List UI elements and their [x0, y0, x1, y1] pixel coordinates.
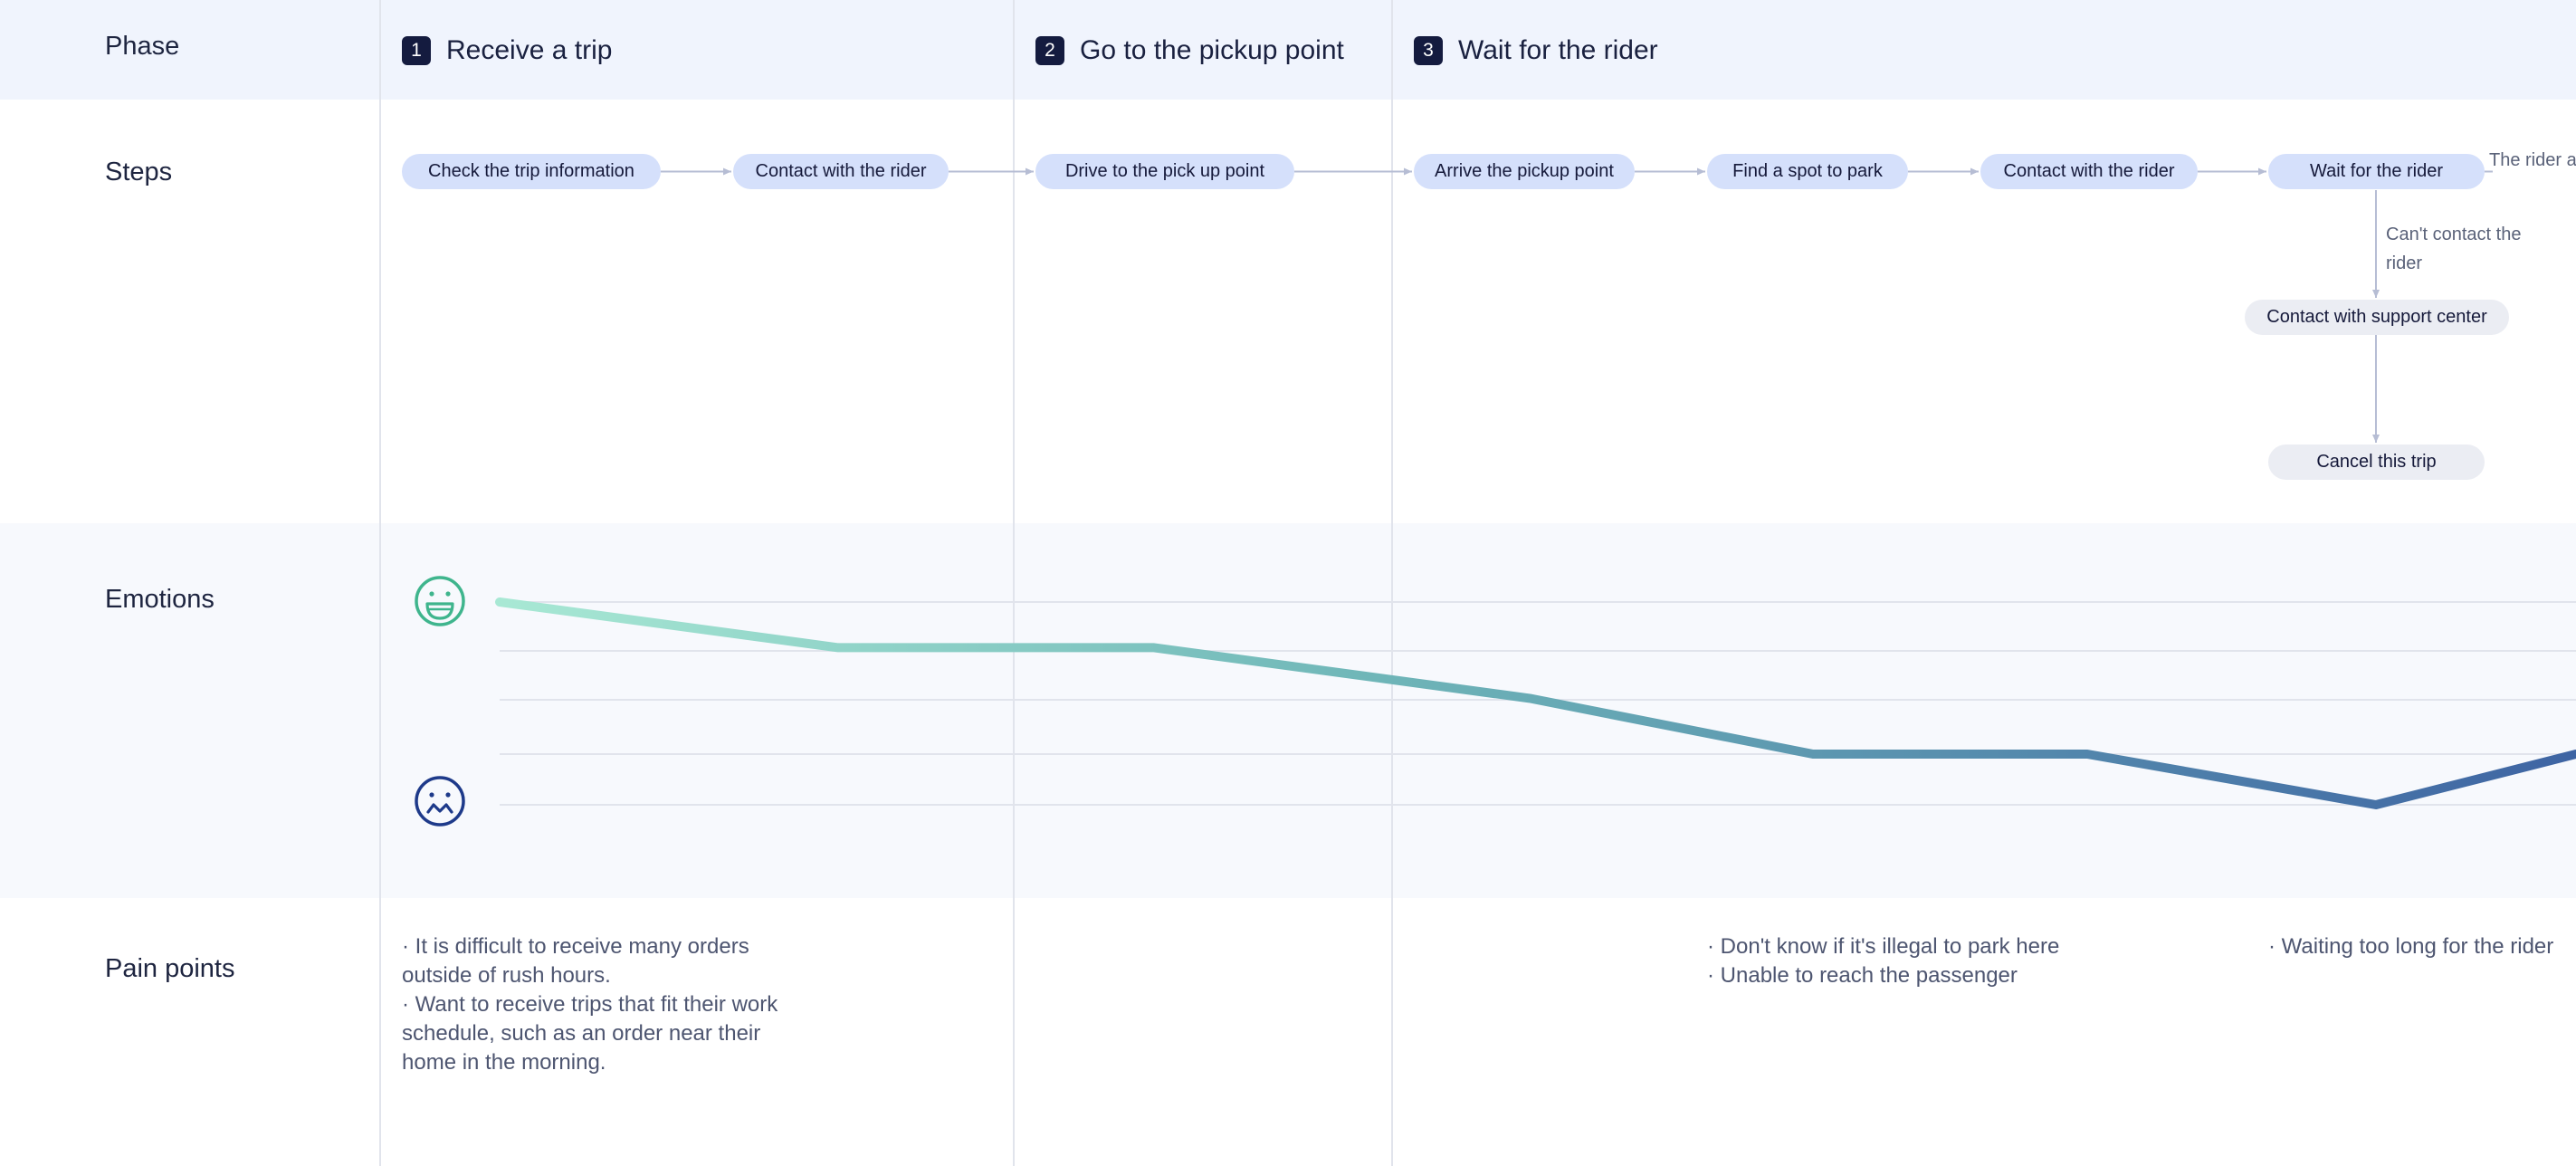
phase-number-badge: 1 — [402, 36, 431, 65]
column-divider — [1013, 0, 1015, 1166]
phase-title: Wait for the rider — [1458, 35, 1658, 65]
pain-points-arrive-pickup: · Don't know if it's illegal to park her… — [1707, 934, 2060, 988]
column-divider — [1391, 0, 1393, 1166]
step-contact-rider[interactable]: Contact with the rider — [733, 154, 949, 189]
step-drive-to-pickup[interactable]: Drive to the pick up point — [1035, 154, 1294, 189]
happy-face-icon — [415, 576, 465, 626]
row-label-steps: Steps — [105, 158, 173, 186]
phase-header-wait-rider: 3 Wait for the rider — [1414, 33, 1658, 69]
step-find-parking[interactable]: Find a spot to park — [1707, 154, 1908, 189]
step-wait-for-rider[interactable]: Wait for the rider — [2268, 154, 2485, 189]
emotion-curve — [495, 597, 2576, 809]
branch-note: Can't contact the rider — [2386, 225, 2522, 273]
step-cancel-trip[interactable]: Cancel this trip — [2268, 444, 2485, 480]
pain-points-receive-trip: · It is difficult to receive many orders… — [402, 934, 778, 1075]
pain-points-row — [0, 898, 2576, 1166]
branch-continue-note: The rider arrives — [2489, 150, 2576, 170]
row-label-emotions: Emotions — [105, 585, 215, 614]
phase-header-receive-trip: 1 Receive a trip — [402, 33, 612, 69]
phase-number-badge: 2 — [1035, 36, 1064, 65]
phase-title: Go to the pickup point — [1080, 35, 1344, 65]
emotions-row — [0, 523, 2576, 898]
step-arrive-pickup[interactable]: Arrive the pickup point — [1414, 154, 1635, 189]
step-contact-support[interactable]: Contact with support center — [2245, 300, 2509, 335]
phase-number-badge: 3 — [1414, 36, 1443, 65]
phase-title: Receive a trip — [446, 35, 613, 65]
sad-face-icon — [415, 776, 465, 827]
row-label-phase: Phase — [105, 32, 180, 61]
phase-header-go-pickup: 2 Go to the pickup point — [1035, 33, 1344, 69]
step-check-trip-info[interactable]: Check the trip information — [402, 154, 661, 189]
continue-note-clip: The rider arrives — [2489, 150, 2576, 177]
step-contact-rider[interactable]: Contact with the rider — [1980, 154, 2198, 189]
column-divider — [379, 0, 381, 1166]
row-label-pain-points: Pain points — [105, 954, 235, 983]
pain-points-wait-rider: · Waiting too long for the rider — [2268, 934, 2554, 959]
